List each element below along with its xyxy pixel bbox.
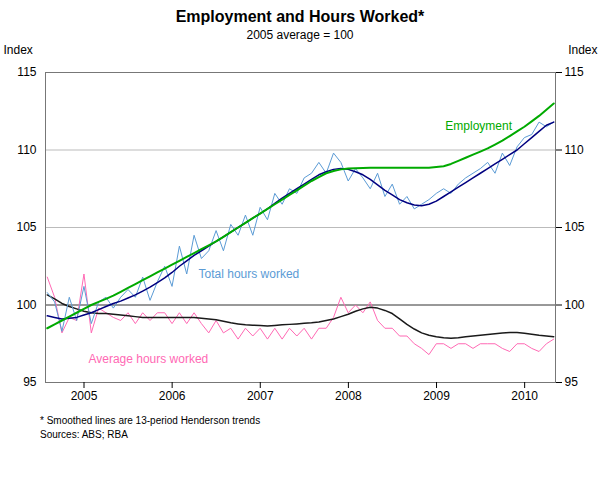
- html-text:Employment and Hours Worked*: Employment and Hours Worked*: [175, 8, 425, 25]
- svg-text:100: 100: [16, 298, 36, 312]
- svg-text:2009: 2009: [423, 389, 450, 403]
- svg-text:Average hours worked: Average hours worked: [88, 352, 208, 366]
- svg-text:105: 105: [565, 220, 585, 234]
- svg-text:95: 95: [23, 375, 37, 389]
- svg-text:Total hours worked: Total hours worked: [199, 267, 300, 281]
- svg-text:2006: 2006: [159, 389, 186, 403]
- svg-text:115: 115: [565, 65, 584, 79]
- svg-text:100: 100: [565, 298, 585, 312]
- svg-text:110: 110: [565, 143, 584, 157]
- svg-text:95: 95: [565, 375, 579, 389]
- svg-text:2007: 2007: [247, 389, 274, 403]
- svg-text:115: 115: [17, 65, 36, 79]
- svg-text:Employment: Employment: [445, 119, 512, 133]
- svg-text:Index: Index: [4, 43, 33, 57]
- html-text:* Smoothed lines are 13-period: * Smoothed lines are 13-period Henderson…: [40, 415, 261, 426]
- html-text:2005 average = 100: 2005 average = 100: [246, 28, 354, 42]
- svg-text:2010: 2010: [511, 389, 538, 403]
- svg-text:105: 105: [16, 220, 36, 234]
- html-text:Sources: ABS; RBA: Sources: ABS; RBA: [40, 429, 128, 440]
- svg-text:Index: Index: [568, 43, 597, 57]
- svg-text:2008: 2008: [335, 389, 362, 403]
- svg-text:2005: 2005: [71, 389, 98, 403]
- svg-text:110: 110: [17, 143, 36, 157]
